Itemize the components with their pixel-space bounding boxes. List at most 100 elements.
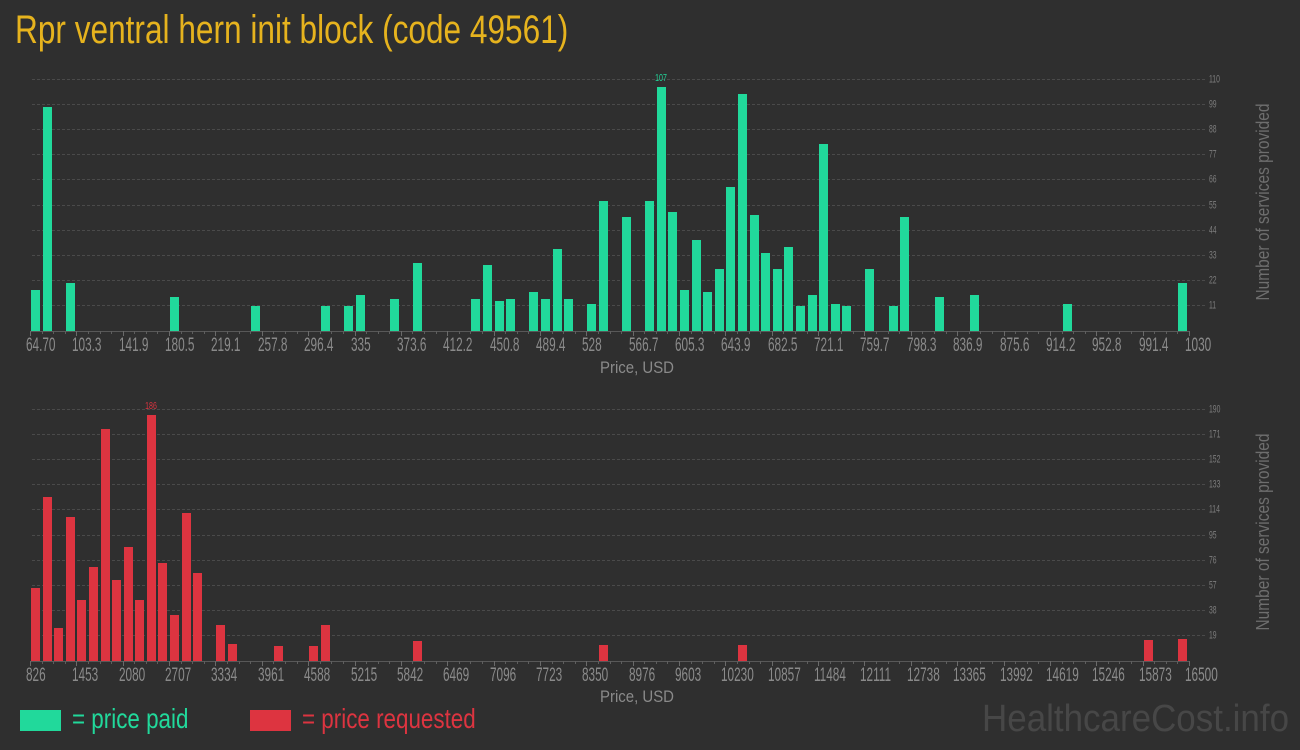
x-tick-mark: [1154, 331, 1156, 334]
x-tick-label: 528: [582, 335, 602, 356]
bar: [343, 305, 353, 331]
x-tick-label: 682.5: [767, 335, 798, 356]
x-tick-mark: [53, 331, 55, 334]
x-tick-mark: [319, 331, 321, 334]
bar: [1178, 283, 1188, 331]
gridline: [32, 204, 1205, 206]
x-tick-label: 103.3: [72, 335, 102, 356]
y-tick-label: 33: [1209, 249, 1217, 262]
bar: [309, 646, 319, 661]
gridline: [32, 179, 1205, 181]
x-tick-label: 8976: [628, 665, 655, 686]
y-tick-label: 19: [1209, 629, 1217, 642]
gridline: [32, 79, 1205, 80]
x-tick-mark: [169, 661, 171, 666]
x-tick-mark: [87, 661, 89, 664]
gridline: [32, 129, 1205, 131]
x-tick-mark: [736, 331, 738, 334]
x-tick-mark: [377, 331, 379, 334]
x-tick-mark: [1049, 661, 1051, 666]
x-tick-mark: [713, 661, 715, 664]
x-tick-label: 2707: [165, 665, 192, 686]
x-tick-label: 836.9: [953, 335, 983, 356]
bar: [668, 212, 678, 331]
x-tick-mark: [41, 331, 43, 334]
x-tick-mark: [621, 661, 623, 664]
bar: [77, 600, 87, 661]
x-tick-mark: [876, 331, 878, 334]
x-tick-mark: [482, 331, 483, 334]
x-tick-mark: [1154, 661, 1156, 664]
gridline: [32, 229, 1205, 231]
x-tick-mark: [1061, 331, 1063, 334]
x-tick-mark: [539, 661, 541, 666]
bar: [795, 305, 805, 331]
x-tick-mark: [551, 331, 553, 334]
x-tick-mark: [841, 661, 843, 664]
x-tick-mark: [574, 661, 576, 664]
gridline: [32, 434, 1205, 436]
x-tick-mark: [458, 331, 460, 334]
bar: [42, 497, 52, 661]
bar: [123, 547, 133, 661]
x-tick-label: 5215: [350, 665, 377, 686]
x-tick-mark: [655, 661, 657, 664]
x-tick-mark: [910, 661, 912, 666]
x-tick-mark: [192, 331, 194, 334]
gridline: [32, 584, 1205, 586]
bar: [622, 216, 632, 331]
x-tick-mark: [725, 331, 727, 336]
x-tick-mark: [783, 331, 785, 334]
x-tick-mark: [876, 661, 878, 664]
x-tick-mark: [400, 331, 402, 336]
x-tick-mark: [458, 661, 460, 664]
x-tick-mark: [829, 661, 831, 664]
x-tick-label: 64.70: [26, 335, 56, 356]
x-tick-mark: [447, 331, 449, 336]
x-tick-mark: [586, 331, 588, 336]
bar: [228, 643, 238, 661]
y-tick-label: 95: [1209, 529, 1217, 541]
x-tick-mark: [1073, 331, 1075, 334]
x-tick-mark: [760, 661, 762, 664]
x-tick-mark: [991, 331, 993, 334]
x-tick-mark: [655, 331, 657, 334]
y-tick-label: 190: [1209, 403, 1221, 416]
x-tick-mark: [505, 661, 507, 664]
x-tick-label: 257.8: [257, 335, 288, 356]
bar: [749, 214, 759, 331]
x-tick-label: 952.8: [1092, 335, 1122, 356]
x-tick-mark: [1096, 331, 1098, 336]
x-tick-mark: [760, 331, 762, 334]
gridline: [32, 634, 1205, 636]
x-tick-mark: [296, 661, 298, 664]
x-tick-mark: [1107, 661, 1109, 664]
x-tick-mark: [1119, 661, 1121, 664]
x-tick-mark: [215, 661, 217, 666]
x-tick-mark: [609, 331, 611, 334]
x-tick-mark: [30, 661, 31, 666]
y-axis-title: Number of services provided: [1253, 103, 1273, 301]
x-tick-mark: [284, 331, 286, 334]
x-tick-mark: [968, 331, 970, 334]
x-tick-mark: [377, 661, 379, 664]
bar: [598, 200, 608, 331]
x-tick-mark: [852, 331, 854, 334]
price-requested-chart: 19 38 57 76 95 114 133 152 171 190 826 1453 2080 2707…: [26, 402, 1220, 685]
x-tick-mark: [134, 661, 136, 664]
bar: [31, 588, 40, 661]
x-tick-mark: [818, 331, 820, 336]
x-tick-mark: [1142, 661, 1144, 666]
x-tick-mark: [389, 661, 391, 664]
x-tick-mark: [980, 661, 982, 664]
x-tick-mark: [1049, 331, 1051, 336]
bar: [42, 107, 52, 331]
x-tick-mark: [250, 331, 252, 334]
x-tick-mark: [493, 331, 495, 336]
bar: [65, 283, 75, 331]
x-tick-mark: [1096, 661, 1098, 666]
x-tick-mark: [435, 661, 437, 664]
x-tick-mark: [331, 331, 333, 334]
bar: [598, 645, 608, 661]
x-tick-mark: [516, 661, 518, 664]
